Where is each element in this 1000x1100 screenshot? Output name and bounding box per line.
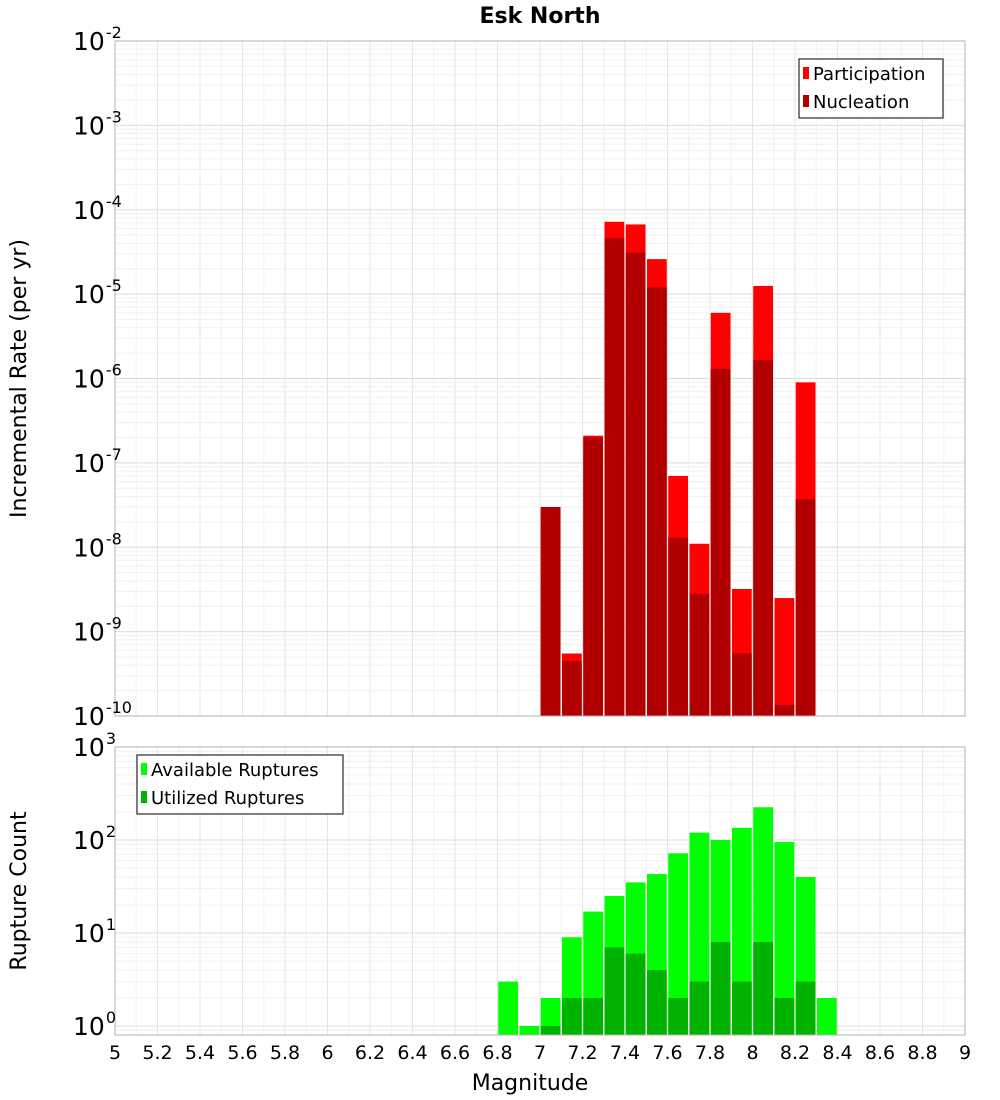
bar-nucleation [668,537,689,716]
bar-utilized-ruptures [731,981,752,1035]
bar-utilized-ruptures [753,942,774,1035]
y-axis-label: Rupture Count [7,811,32,971]
bar-utilized-ruptures [774,997,795,1035]
bar-available-ruptures [774,842,795,1035]
x-tick-label: 7.4 [610,1042,640,1064]
x-axis-label: Magnitude [472,1071,589,1096]
bar-nucleation [731,653,752,716]
legend-swatch [141,791,147,803]
legend-label: Nucleation [813,92,909,113]
legend-swatch [803,95,809,107]
x-tick-label: 8.2 [780,1042,810,1064]
x-tick-label: 5 [109,1042,121,1064]
bar-utilized-ruptures [583,997,604,1035]
y-tick-label: 10-8 [73,529,122,562]
x-tick-label: 5.6 [227,1042,257,1064]
legend-swatch [803,67,809,79]
bar-participation [774,598,795,716]
legend-label: Participation [813,64,925,85]
y-tick-label: 101 [73,915,116,948]
x-tick-label: 6.4 [397,1042,427,1064]
legend-label: Utilized Ruptures [151,788,304,809]
y-tick-label: 10-6 [73,361,122,394]
bar-nucleation [583,437,604,716]
plot-frame [114,40,966,717]
bar-utilized-ruptures [689,981,710,1035]
x-tick-label: 9 [959,1042,971,1064]
bar-nucleation [540,506,561,716]
y-tick-label: 100 [73,1008,116,1041]
bar-nucleation [753,360,774,716]
y-tick-label: 103 [73,729,116,762]
x-tick-label: 8 [746,1042,758,1064]
legend-label: Available Ruptures [151,760,319,781]
bar-utilized-ruptures [710,942,731,1035]
chart-title: Esk North [480,4,601,29]
x-tick-label: 7 [534,1042,546,1064]
x-tick-label: 8.6 [865,1042,895,1064]
bar-nucleation [561,660,582,716]
y-tick-label: 10-2 [73,23,122,56]
y-tick-label: 10-3 [73,107,122,140]
bar-utilized-ruptures [540,1025,561,1035]
x-tick-label: 5.4 [185,1042,215,1064]
x-tick-label: 6.2 [355,1042,385,1064]
bar-utilized-ruptures [795,981,816,1035]
bar-nucleation [710,368,731,716]
bar-nucleation [625,252,646,716]
x-tick-label: 7.6 [652,1042,682,1064]
bar-available-ruptures [668,853,689,1035]
y-tick-label: 10-9 [73,614,122,647]
x-tick-label: 7.2 [567,1042,597,1064]
bar-available-ruptures [519,1025,540,1035]
x-tick-label: 7.8 [695,1042,725,1064]
panel-rate: 10-10 10-9 10-8 10-7 10-6 10-5 10-4 10-3 10-2 Inc… [7,4,966,731]
bar-utilized-ruptures [604,947,625,1035]
y-axis-label: Incremental Rate (per yr) [7,239,32,518]
x-tick-label: 6.8 [482,1042,512,1064]
x-tick-label: 5.8 [270,1042,300,1064]
plot-frame [114,746,966,1036]
x-tick-label: 8.4 [822,1042,852,1064]
bar-utilized-ruptures [625,953,646,1035]
y-tick-label: 10-5 [73,276,122,309]
y-tick-label: 10-10 [73,698,132,731]
legend-box [136,754,344,815]
y-tick-label: 102 [73,822,116,855]
bar-available-ruptures [540,997,561,1035]
legend-box [798,58,944,119]
bar-available-ruptures [816,997,837,1035]
y-tick-label: 10-7 [73,445,122,478]
bar-nucleation [646,287,667,716]
bar-available-ruptures [498,981,519,1035]
x-tick-label: 8.8 [907,1042,937,1064]
bar-nucleation [689,593,710,716]
y-tick-label: 10-4 [73,192,122,225]
bar-nucleation [604,238,625,716]
x-tick-label: 6 [321,1042,333,1064]
bar-nucleation [795,499,816,716]
bar-utilized-ruptures [668,997,689,1035]
bar-nucleation [774,705,795,716]
legend-swatch [141,763,147,775]
bar-utilized-ruptures [646,969,667,1035]
x-tick-label: 6.6 [440,1042,470,1064]
panel-count: 100 101 102 103 Rupture Count Available Ruptu… [7,729,971,1096]
bar-utilized-ruptures [561,997,582,1035]
x-tick-label: 5.2 [142,1042,172,1064]
